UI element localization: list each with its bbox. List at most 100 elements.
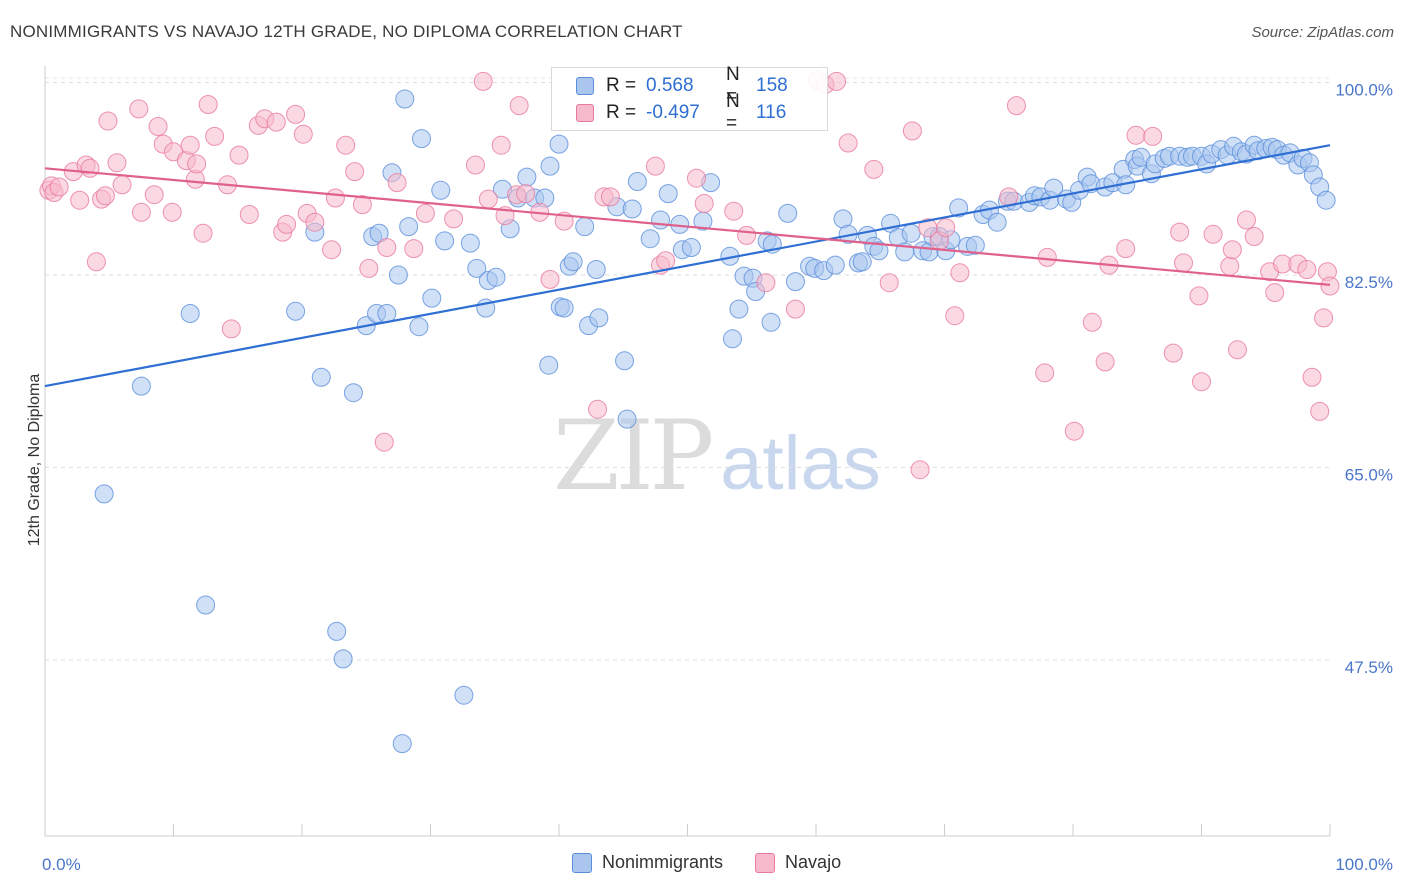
navajo-point: [1174, 253, 1194, 273]
navajo-point: [838, 133, 858, 153]
navajo-point: [98, 111, 118, 131]
navajo-point: [1314, 308, 1334, 328]
n-value: 158: [756, 75, 788, 96]
nonimmigrants-point: [454, 685, 474, 705]
navajo-point: [1297, 260, 1317, 279]
navajo-point: [785, 299, 805, 319]
navajo-point: [112, 175, 132, 195]
navajo-point: [129, 99, 149, 119]
navajo-point: [645, 156, 665, 176]
nonimmigrants-point: [729, 299, 749, 319]
navajo-point: [404, 239, 424, 259]
nonimmigrants-point: [658, 184, 678, 204]
nonimmigrants-point: [965, 235, 985, 255]
navajo-point: [1143, 126, 1163, 146]
navajo-trend-line: [44, 167, 1331, 286]
navajo-point: [286, 104, 306, 124]
legend-row-nonimmigrants: R = 0.568 N = 158: [576, 64, 788, 107]
navajo-point: [377, 238, 397, 257]
navajo-point: [444, 209, 464, 229]
nonimmigrants-point: [617, 409, 637, 429]
nonimmigrants-point: [563, 252, 583, 272]
navajo-point: [325, 188, 345, 208]
navajo-point: [1116, 239, 1136, 259]
nonimmigrants-point: [622, 199, 642, 219]
navajo-point: [516, 184, 536, 204]
navajo-point: [1244, 227, 1264, 246]
navajo-point: [879, 273, 899, 293]
nonimmigrants-point: [399, 217, 419, 237]
n-label: N =: [726, 64, 740, 107]
navajo-point: [148, 117, 168, 136]
navajo-point: [1064, 421, 1084, 441]
nonimmigrants-point: [761, 312, 781, 332]
navajo-point: [1220, 256, 1240, 276]
navajo-point: [305, 212, 325, 232]
navajo-point: [359, 258, 379, 278]
navajo-point: [293, 124, 313, 144]
nonimmigrants-point: [460, 233, 480, 253]
nonimmigrants-point: [869, 241, 889, 261]
source-label: Source: ZipAtlas.com: [1251, 24, 1394, 41]
navajo-point: [1095, 352, 1115, 372]
navajo-point: [86, 252, 106, 272]
r-value: -0.497: [646, 102, 700, 123]
nonimmigrants-point: [627, 172, 647, 191]
r-label: R =: [606, 75, 637, 96]
nonimmigrants-point: [615, 351, 635, 371]
legend-label-navajo: Navajo: [785, 852, 842, 872]
nonimmigrants-point: [1316, 190, 1336, 210]
navajo-point: [1236, 210, 1256, 230]
navajo-point: [1203, 224, 1223, 244]
navajo-point: [1265, 283, 1285, 303]
nonimmigrants-point: [180, 304, 200, 323]
navajo-point: [198, 95, 218, 114]
navajo-point: [473, 71, 493, 91]
nonimmigrants-trend-line: [44, 144, 1331, 388]
legend-row-navajo: R = -0.497 N = 116: [576, 91, 787, 134]
navajo-point: [266, 112, 286, 132]
nonimmigrants-point: [640, 229, 660, 249]
navajo-point: [352, 195, 372, 215]
y-tick-label: 100.0%: [1335, 81, 1393, 100]
navajo-point: [737, 225, 757, 245]
nonimmigrants-point: [901, 223, 921, 243]
nonimmigrants-point: [651, 210, 671, 230]
navajo-point: [221, 319, 241, 339]
n-value: 116: [756, 102, 787, 123]
navajo-point: [95, 186, 115, 206]
nonimmigrants-point: [131, 376, 151, 396]
navajo-point: [827, 71, 847, 91]
navajo-point: [70, 190, 90, 210]
nonimmigrants-point: [549, 134, 569, 154]
nonimmigrants-point: [94, 484, 114, 504]
nonimmigrants-point: [333, 649, 353, 669]
navajo-point: [756, 273, 776, 293]
navajo-point: [336, 135, 356, 155]
nonimmigrants-point: [409, 317, 429, 337]
navajo-point: [49, 177, 69, 197]
navajo-point: [193, 223, 213, 243]
nonimmigrants-point: [681, 238, 701, 257]
nonimmigrants-point: [388, 265, 408, 285]
nonimmigrants-point: [435, 231, 455, 251]
navajo-point: [229, 145, 249, 165]
correlation-legend: R = 0.568 N = 158 R = -0.497 N = 116: [551, 64, 828, 134]
trend-lines: [44, 144, 1331, 388]
y-tick-label: 65.0%: [1345, 466, 1393, 485]
legend-label-nonimmigrants: Nonimmigrants: [602, 852, 724, 872]
navajo-point: [322, 240, 342, 260]
navajo-point: [277, 214, 297, 234]
navajo-legend-swatch: [755, 852, 776, 873]
navajo-point: [187, 154, 207, 174]
nonimmigrants-point: [540, 156, 560, 176]
navajo-point: [656, 251, 676, 271]
navajo-point: [540, 269, 560, 289]
navajo-point: [950, 263, 970, 283]
nonimmigrants-point: [554, 298, 574, 318]
navajo-point: [724, 201, 744, 221]
r-value: 0.568: [646, 75, 694, 96]
nonimmigrants-point: [589, 308, 609, 328]
nonimmigrants-point: [785, 272, 805, 292]
